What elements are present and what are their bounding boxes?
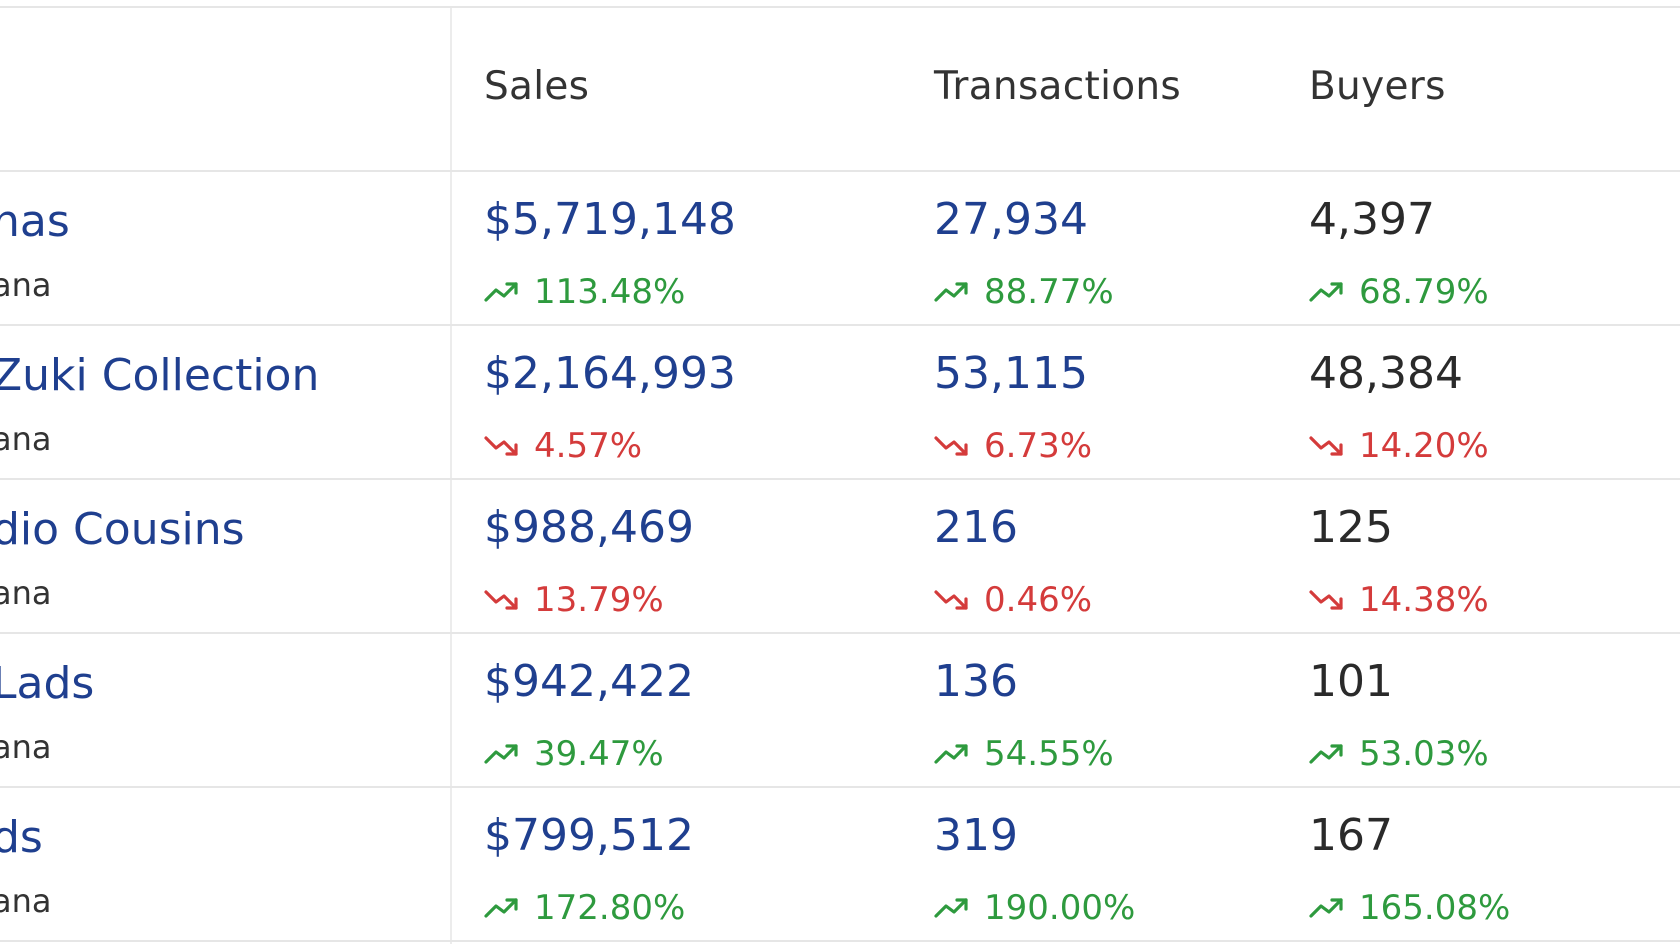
trend-down-icon <box>1309 434 1359 458</box>
sales-change: 172.80% <box>484 888 685 928</box>
buyers-change: 68.79% <box>1309 272 1489 312</box>
trend-up-icon <box>934 896 984 920</box>
collection-chain: ana <box>0 728 52 766</box>
transactions-change: 190.00% <box>934 888 1135 928</box>
sales-change: 39.47% <box>484 734 664 774</box>
trend-up-icon <box>484 742 534 766</box>
trend-up-icon <box>1309 280 1359 304</box>
transactions-change-percent: 190.00% <box>984 888 1136 928</box>
transactions-value: 319 <box>934 810 1018 861</box>
collection-name-link[interactable]: Zuki Collection <box>0 350 320 401</box>
top-border <box>0 6 1680 8</box>
collection-name-link[interactable]: dio Cousins <box>0 504 245 555</box>
transactions-value: 53,115 <box>934 348 1088 399</box>
transactions-change: 0.46% <box>934 580 1092 620</box>
table-row[interactable]: nas ana $5,719,148 113.48% 27,934 88.77% 4,397… <box>0 172 1680 326</box>
transactions-change-percent: 54.55% <box>984 734 1114 774</box>
buyers-value: 125 <box>1309 502 1393 553</box>
table-row[interactable]: Zuki Collection ana $2,164,993 4.57% 53,115 6… <box>0 326 1680 480</box>
collection-chain: ana <box>0 574 52 612</box>
buyers-change-percent: 165.08% <box>1359 888 1511 928</box>
header-divider <box>0 170 1680 172</box>
transactions-value: 27,934 <box>934 194 1088 245</box>
sales-change: 113.48% <box>484 272 685 312</box>
row-divider <box>0 324 1680 326</box>
collection-column <box>0 8 450 944</box>
trend-up-icon <box>484 280 534 304</box>
buyers-value: 4,397 <box>1309 194 1435 245</box>
sales-value: $942,422 <box>484 656 694 707</box>
table-row[interactable]: ds ana $799,512 172.80% 319 190.00% 167 165.08% <box>0 788 1680 942</box>
collection-chain: ana <box>0 420 52 458</box>
buyers-change: 14.38% <box>1309 580 1489 620</box>
sales-value: $2,164,993 <box>484 348 736 399</box>
sales-change-percent: 39.47% <box>534 734 664 774</box>
buyers-change: 14.20% <box>1309 426 1489 466</box>
column-divider <box>450 8 452 944</box>
buyers-value: 48,384 <box>1309 348 1463 399</box>
header-transactions[interactable]: Transactions <box>934 64 1182 109</box>
collection-name-link[interactable]: ds <box>0 812 43 863</box>
row-divider <box>0 478 1680 480</box>
sales-change-percent: 4.57% <box>534 426 643 466</box>
collection-chain: ana <box>0 882 52 920</box>
row-divider <box>0 632 1680 634</box>
trend-down-icon <box>484 588 534 612</box>
buyers-change-percent: 68.79% <box>1359 272 1489 312</box>
buyers-change-percent: 53.03% <box>1359 734 1489 774</box>
row-divider <box>0 940 1680 942</box>
trend-down-icon <box>934 434 984 458</box>
header-buyers[interactable]: Buyers <box>1309 64 1446 109</box>
table-row[interactable]: dio Cousins ana $988,469 13.79% 216 0.46% 125 1… <box>0 480 1680 634</box>
trend-down-icon <box>934 588 984 612</box>
transactions-change-percent: 6.73% <box>984 426 1093 466</box>
sales-change: 13.79% <box>484 580 664 620</box>
buyers-value: 167 <box>1309 810 1393 861</box>
transactions-change: 88.77% <box>934 272 1114 312</box>
transactions-change: 6.73% <box>934 426 1092 466</box>
trend-down-icon <box>484 434 534 458</box>
trend-up-icon <box>934 742 984 766</box>
sales-change-percent: 172.80% <box>534 888 686 928</box>
buyers-value: 101 <box>1309 656 1393 707</box>
sales-change-percent: 13.79% <box>534 580 664 620</box>
trend-up-icon <box>1309 896 1359 920</box>
sales-value: $988,469 <box>484 502 694 553</box>
collection-name-link[interactable]: Lads <box>0 658 95 709</box>
buyers-change: 165.08% <box>1309 888 1510 928</box>
buyers-change-percent: 14.20% <box>1359 426 1489 466</box>
trend-down-icon <box>1309 588 1359 612</box>
buyers-change: 53.03% <box>1309 734 1489 774</box>
trend-up-icon <box>484 896 534 920</box>
transactions-value: 136 <box>934 656 1018 707</box>
transactions-change-percent: 0.46% <box>984 580 1093 620</box>
sales-value: $799,512 <box>484 810 694 861</box>
header-sales[interactable]: Sales <box>484 64 590 109</box>
transactions-change-percent: 88.77% <box>984 272 1114 312</box>
collection-name-link[interactable]: nas <box>0 196 70 247</box>
sales-change-percent: 113.48% <box>534 272 686 312</box>
trend-up-icon <box>1309 742 1359 766</box>
sales-value: $5,719,148 <box>484 194 736 245</box>
transactions-value: 216 <box>934 502 1018 553</box>
collection-chain: ana <box>0 266 52 304</box>
sales-change: 4.57% <box>484 426 642 466</box>
buyers-change-percent: 14.38% <box>1359 580 1489 620</box>
table-row[interactable]: Lads ana $942,422 39.47% 136 54.55% 101 53.03% <box>0 634 1680 788</box>
transactions-change: 54.55% <box>934 734 1114 774</box>
row-divider <box>0 786 1680 788</box>
trend-up-icon <box>934 280 984 304</box>
